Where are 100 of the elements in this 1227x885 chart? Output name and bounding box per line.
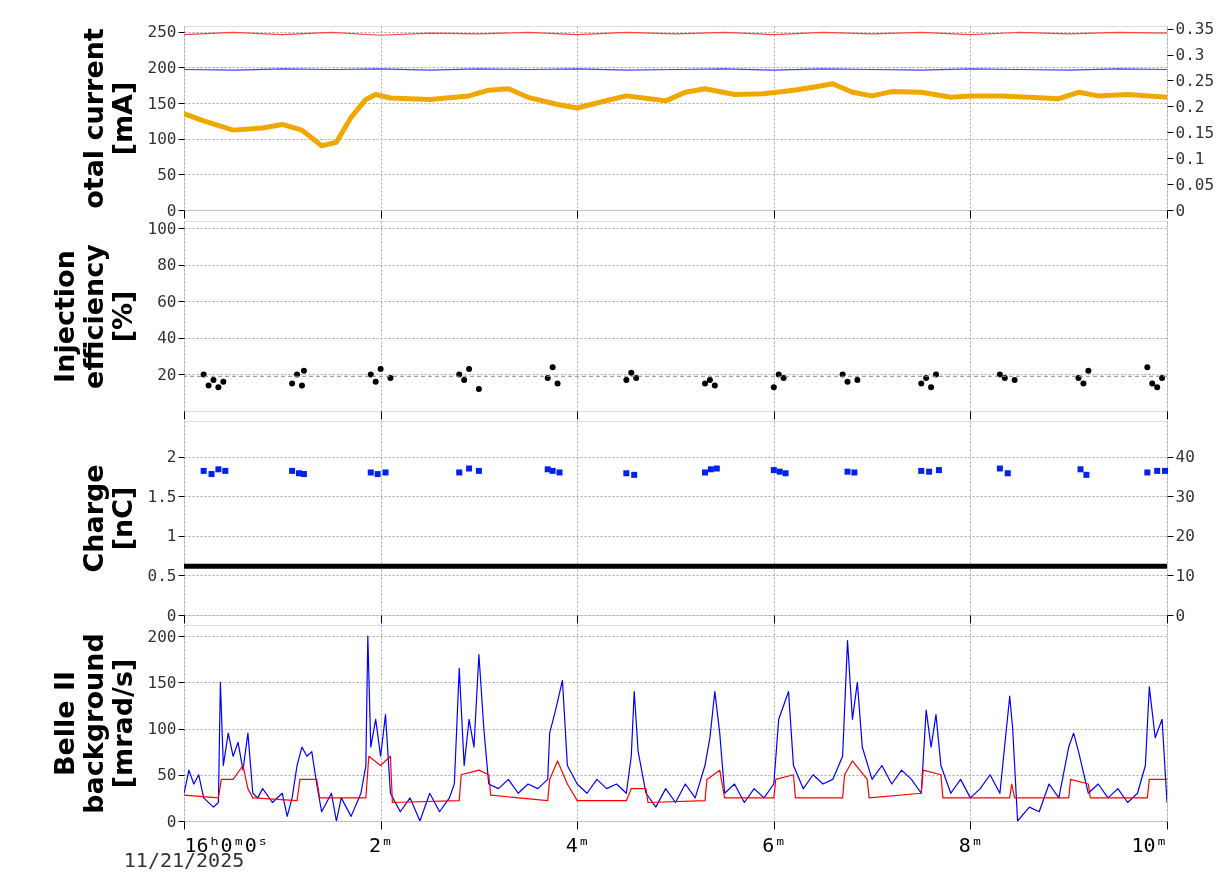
point bbox=[289, 467, 296, 474]
point bbox=[701, 469, 708, 476]
y-tick-label: 250 bbox=[147, 22, 177, 42]
point bbox=[1077, 466, 1084, 473]
y2-tick-label: 30 bbox=[1175, 486, 1195, 506]
point bbox=[220, 378, 227, 385]
point bbox=[996, 465, 1003, 472]
point bbox=[918, 467, 925, 474]
point bbox=[711, 382, 718, 389]
point bbox=[775, 371, 782, 378]
point bbox=[215, 384, 222, 391]
point bbox=[200, 467, 207, 474]
y-tick-label: 150 bbox=[147, 672, 177, 692]
y2-tick-label: 10 bbox=[1175, 565, 1195, 585]
y-tick-label: 50 bbox=[157, 164, 177, 184]
point bbox=[1162, 467, 1169, 474]
point bbox=[633, 375, 640, 382]
point bbox=[300, 471, 307, 478]
y-tick-label: 40 bbox=[157, 328, 177, 348]
point bbox=[770, 467, 777, 474]
y-tick-label: 200 bbox=[147, 626, 177, 646]
point bbox=[1083, 471, 1090, 478]
y2-tick-label: 0.15 bbox=[1175, 122, 1215, 142]
point bbox=[549, 364, 556, 371]
point bbox=[926, 468, 933, 475]
point bbox=[1075, 375, 1082, 382]
point bbox=[222, 467, 229, 474]
y-tick-label: 100 bbox=[147, 218, 177, 238]
y-tick-label: 1.5 bbox=[147, 486, 177, 506]
x-tick-label: 8ᵐ bbox=[958, 832, 983, 857]
point bbox=[713, 465, 720, 472]
point bbox=[1149, 380, 1156, 387]
point bbox=[1085, 367, 1092, 374]
x-tick-label: 10ᵐ bbox=[1131, 832, 1168, 857]
point bbox=[456, 371, 463, 378]
x-tick-label: 2ᵐ bbox=[369, 832, 394, 857]
point bbox=[844, 468, 851, 475]
point bbox=[215, 466, 222, 473]
y-tick-label: 60 bbox=[157, 291, 177, 311]
y-tick-label: 100 bbox=[147, 719, 177, 739]
point bbox=[1080, 380, 1087, 387]
y-axis-title: otal current [mA] bbox=[77, 28, 138, 209]
point bbox=[475, 467, 482, 474]
point bbox=[466, 365, 473, 372]
x-tick-label: 4ᵐ bbox=[565, 832, 590, 857]
point bbox=[935, 467, 942, 474]
point bbox=[205, 382, 212, 389]
point bbox=[623, 470, 630, 477]
y-tick-label: 150 bbox=[147, 93, 177, 113]
y-tick-label: 1 bbox=[166, 526, 177, 546]
y2-tick-label: 0.25 bbox=[1175, 70, 1215, 90]
point bbox=[367, 469, 374, 476]
y2-tick-label: 0.2 bbox=[1175, 96, 1205, 116]
y-tick-label: 200 bbox=[147, 57, 177, 77]
point bbox=[1011, 376, 1018, 383]
point bbox=[628, 369, 635, 376]
y-tick-label: 100 bbox=[147, 129, 177, 149]
point bbox=[556, 469, 563, 476]
point bbox=[1144, 469, 1151, 476]
point bbox=[706, 376, 713, 383]
point bbox=[623, 376, 630, 383]
y2-tick-label: 0 bbox=[1175, 605, 1186, 625]
point bbox=[210, 376, 217, 383]
point bbox=[300, 367, 307, 374]
y-tick-label: 80 bbox=[157, 255, 177, 275]
y-axis-title: Belle II background [mrad/s] bbox=[48, 633, 138, 814]
point bbox=[549, 467, 556, 474]
point bbox=[701, 380, 708, 387]
y-tick-label: 2 bbox=[166, 447, 177, 467]
point bbox=[372, 378, 379, 385]
point bbox=[996, 371, 1003, 378]
point bbox=[631, 471, 638, 478]
x-tick-label: 6ᵐ bbox=[762, 832, 787, 857]
y2-tick-label: 0.3 bbox=[1175, 45, 1205, 65]
y-tick-label: 0.5 bbox=[147, 565, 177, 585]
point bbox=[918, 380, 925, 387]
point bbox=[461, 376, 468, 383]
point bbox=[782, 470, 789, 477]
line-series bbox=[184, 755, 1167, 804]
point bbox=[770, 384, 777, 391]
point bbox=[374, 471, 381, 478]
point bbox=[208, 471, 215, 478]
point bbox=[851, 469, 858, 476]
point bbox=[776, 468, 783, 475]
y2-tick-label: 0.1 bbox=[1175, 148, 1205, 168]
point bbox=[367, 371, 374, 378]
y-axis-title: Charge [nC] bbox=[77, 464, 138, 573]
point bbox=[382, 469, 389, 476]
point bbox=[387, 375, 394, 382]
point bbox=[780, 375, 787, 382]
point bbox=[854, 376, 861, 383]
point bbox=[475, 386, 482, 393]
y-tick-label: 0 bbox=[166, 200, 177, 220]
point bbox=[554, 380, 561, 387]
y2-tick-label: 0 bbox=[1175, 200, 1186, 220]
point bbox=[1159, 375, 1166, 382]
y-tick-label: 0 bbox=[166, 605, 177, 625]
point bbox=[289, 380, 296, 387]
y2-tick-label: 40 bbox=[1175, 447, 1195, 467]
point bbox=[377, 365, 384, 372]
